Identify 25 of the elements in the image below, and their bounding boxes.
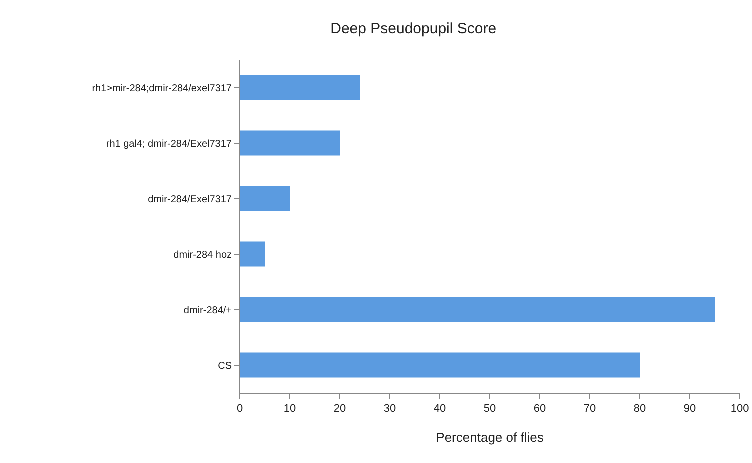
y-tick-label: dmir-284 hoz (174, 250, 232, 261)
bar (240, 242, 265, 267)
x-tick-label: 20 (334, 403, 346, 416)
x-tick-label: 60 (534, 403, 546, 416)
y-tick-label: CS (218, 360, 232, 372)
x-tick-label: 0 (236, 403, 244, 416)
bar (240, 75, 360, 100)
y-tick-label: rh1 gal4; dmir-284/Exel7317 (106, 138, 232, 150)
x-axis-title: Percentage of flies (436, 430, 544, 445)
y-tick-label: dmir-284/Exel7317 (148, 194, 232, 206)
bar (240, 352, 640, 378)
x-tick-label: 80 (634, 403, 646, 416)
x-tick-label: 50 (484, 403, 496, 416)
bar (240, 130, 340, 156)
y-tick-label: rh1>mir-284;dmir-284/exel7317 (92, 83, 232, 94)
x-tick-label: 10 (284, 403, 296, 416)
bar (240, 297, 715, 322)
x-tick-label: 100 (730, 403, 750, 416)
x-tick-label: 30 (384, 403, 396, 416)
x-tick-label: 70 (584, 403, 596, 416)
x-tick-label: 40 (434, 403, 446, 416)
y-tick-label: dmir-284/+ (184, 305, 232, 316)
x-tick-label: 90 (684, 403, 696, 416)
chart-title: Deep Pseudopupil Score (330, 20, 497, 38)
bar (240, 186, 290, 212)
